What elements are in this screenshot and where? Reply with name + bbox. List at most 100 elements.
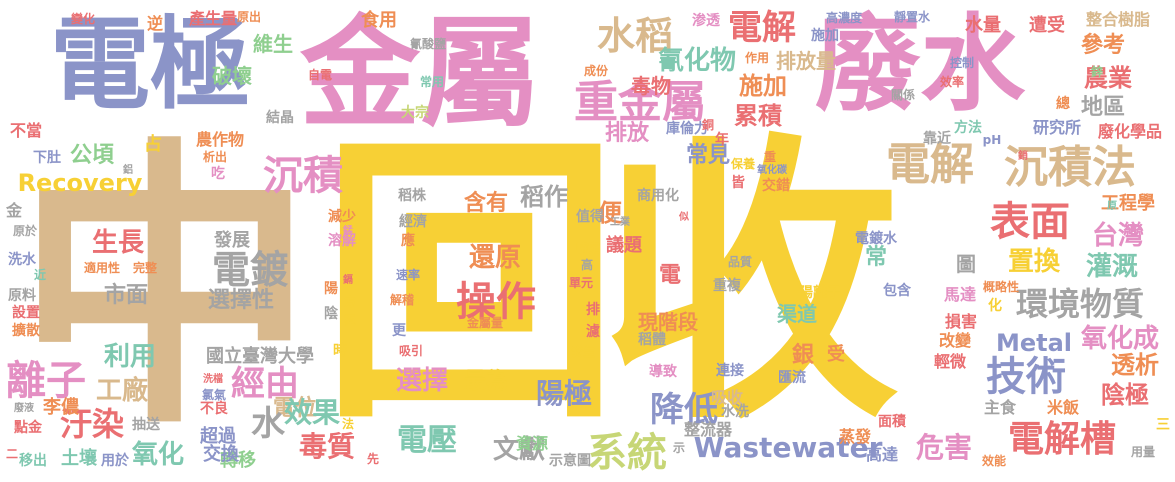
word: 變化 bbox=[70, 12, 96, 26]
word: 品質 bbox=[727, 255, 753, 269]
word: 洗水 bbox=[8, 252, 36, 268]
word: 農作物 bbox=[195, 130, 245, 149]
word: 化 bbox=[988, 298, 1002, 314]
word: 研究所 bbox=[1032, 118, 1082, 137]
word: 銷 bbox=[1018, 151, 1028, 162]
word: 土壤 bbox=[61, 448, 97, 469]
word: 不良 bbox=[200, 401, 228, 417]
word: 大宗 bbox=[401, 105, 429, 121]
word: 陽 bbox=[324, 281, 338, 297]
word: 便 bbox=[598, 199, 622, 227]
word: 電解 bbox=[728, 8, 796, 48]
word: 重複 bbox=[713, 278, 741, 294]
word: 重金屬 bbox=[574, 77, 706, 128]
word: 靜置水 bbox=[893, 10, 931, 24]
word: 極 bbox=[343, 313, 357, 327]
word: 發生 bbox=[570, 345, 596, 359]
word: 系統 bbox=[587, 430, 667, 476]
word: 經濟 bbox=[399, 214, 427, 230]
word: 操作 bbox=[456, 279, 536, 325]
word: 破壞 bbox=[212, 64, 252, 88]
word: 廢液 bbox=[14, 403, 34, 414]
word: 施加 bbox=[739, 72, 787, 100]
word: 吸收 bbox=[710, 388, 744, 407]
word: 地區 bbox=[1080, 95, 1126, 120]
word: 產生量 bbox=[188, 9, 238, 28]
word: 表面 bbox=[990, 199, 1070, 245]
word: 時 bbox=[333, 343, 347, 359]
word: 電位 bbox=[272, 396, 318, 421]
word: 概略性 bbox=[982, 280, 1020, 294]
word: 發展 bbox=[214, 230, 250, 251]
word: 似 bbox=[679, 212, 689, 223]
word: 轉移 bbox=[220, 450, 256, 471]
word: 李儂 bbox=[43, 397, 79, 418]
word: 遭受 bbox=[1029, 15, 1065, 36]
word: 生長 bbox=[91, 228, 145, 258]
word: 改變 bbox=[938, 331, 972, 350]
word: 原於 bbox=[12, 224, 38, 238]
word: 電鍍水 bbox=[855, 231, 897, 247]
word: 銀 bbox=[791, 343, 815, 368]
word: 電鍍 bbox=[211, 248, 289, 292]
word: 示 bbox=[672, 441, 686, 455]
word: 米飯 bbox=[1046, 398, 1080, 417]
word: 交換 bbox=[203, 444, 239, 465]
word: 金屬 bbox=[300, 5, 540, 144]
word: 選擇性 bbox=[207, 288, 275, 313]
word: 利用 bbox=[103, 342, 157, 372]
word: 陽極 bbox=[535, 377, 593, 410]
word: 三 bbox=[1156, 417, 1170, 433]
word: 排 bbox=[586, 302, 600, 318]
word: 示意圖 bbox=[549, 453, 591, 469]
word: 交錯 bbox=[762, 178, 790, 194]
word: 受 bbox=[827, 344, 845, 365]
word: 選擇 bbox=[395, 366, 449, 396]
word: 金屬量 bbox=[466, 316, 504, 330]
word: 維生 bbox=[253, 32, 293, 56]
word: 二 bbox=[5, 447, 19, 461]
word: 商用化 bbox=[637, 188, 679, 204]
word: 電極 bbox=[50, 6, 250, 123]
word: 離子 bbox=[6, 358, 86, 404]
word: 效能 bbox=[981, 454, 1007, 468]
word: 保養 bbox=[730, 157, 756, 171]
word: 完整 bbox=[132, 261, 158, 275]
word: 廢化學品 bbox=[1097, 122, 1163, 141]
word: 廢水 bbox=[814, 3, 1026, 126]
word: 整流器 bbox=[683, 420, 733, 439]
word: 結晶 bbox=[266, 110, 294, 126]
word: 還原 bbox=[468, 243, 522, 273]
word: 工程學 bbox=[1101, 193, 1155, 214]
word: 減少 bbox=[328, 209, 356, 225]
word: 靠近 bbox=[923, 131, 951, 147]
word: 法 bbox=[341, 417, 355, 431]
word: 逆 bbox=[146, 14, 164, 33]
word: 農業 bbox=[1084, 64, 1132, 92]
word: 水 bbox=[251, 404, 285, 444]
word: 降低 bbox=[650, 390, 718, 430]
word: 常 bbox=[864, 245, 888, 270]
word: 經由 bbox=[231, 364, 299, 404]
word: 洗檔 bbox=[203, 374, 223, 385]
word: 整合樹脂 bbox=[1085, 10, 1151, 29]
word: 皆 bbox=[731, 175, 745, 191]
word: 稻作 bbox=[520, 183, 568, 211]
word: 資源 bbox=[515, 434, 549, 453]
word: 擴散 bbox=[12, 323, 40, 339]
word: 環境物質 bbox=[1015, 285, 1145, 323]
word: 抽送 bbox=[132, 417, 160, 433]
word: 馬達 bbox=[943, 285, 977, 304]
word: 用量 bbox=[1130, 445, 1156, 459]
word: 效果 bbox=[283, 396, 341, 429]
word: 市面 bbox=[103, 283, 149, 308]
word: 電解槽 bbox=[1007, 419, 1117, 460]
word: 點金 bbox=[14, 420, 42, 436]
word: 解稽 bbox=[389, 293, 415, 307]
word: 溶解 bbox=[328, 233, 356, 249]
word: 排放量 bbox=[776, 49, 836, 73]
word: 應 bbox=[401, 233, 415, 249]
word: 金 bbox=[5, 201, 23, 220]
word: 毒物 bbox=[631, 74, 671, 98]
